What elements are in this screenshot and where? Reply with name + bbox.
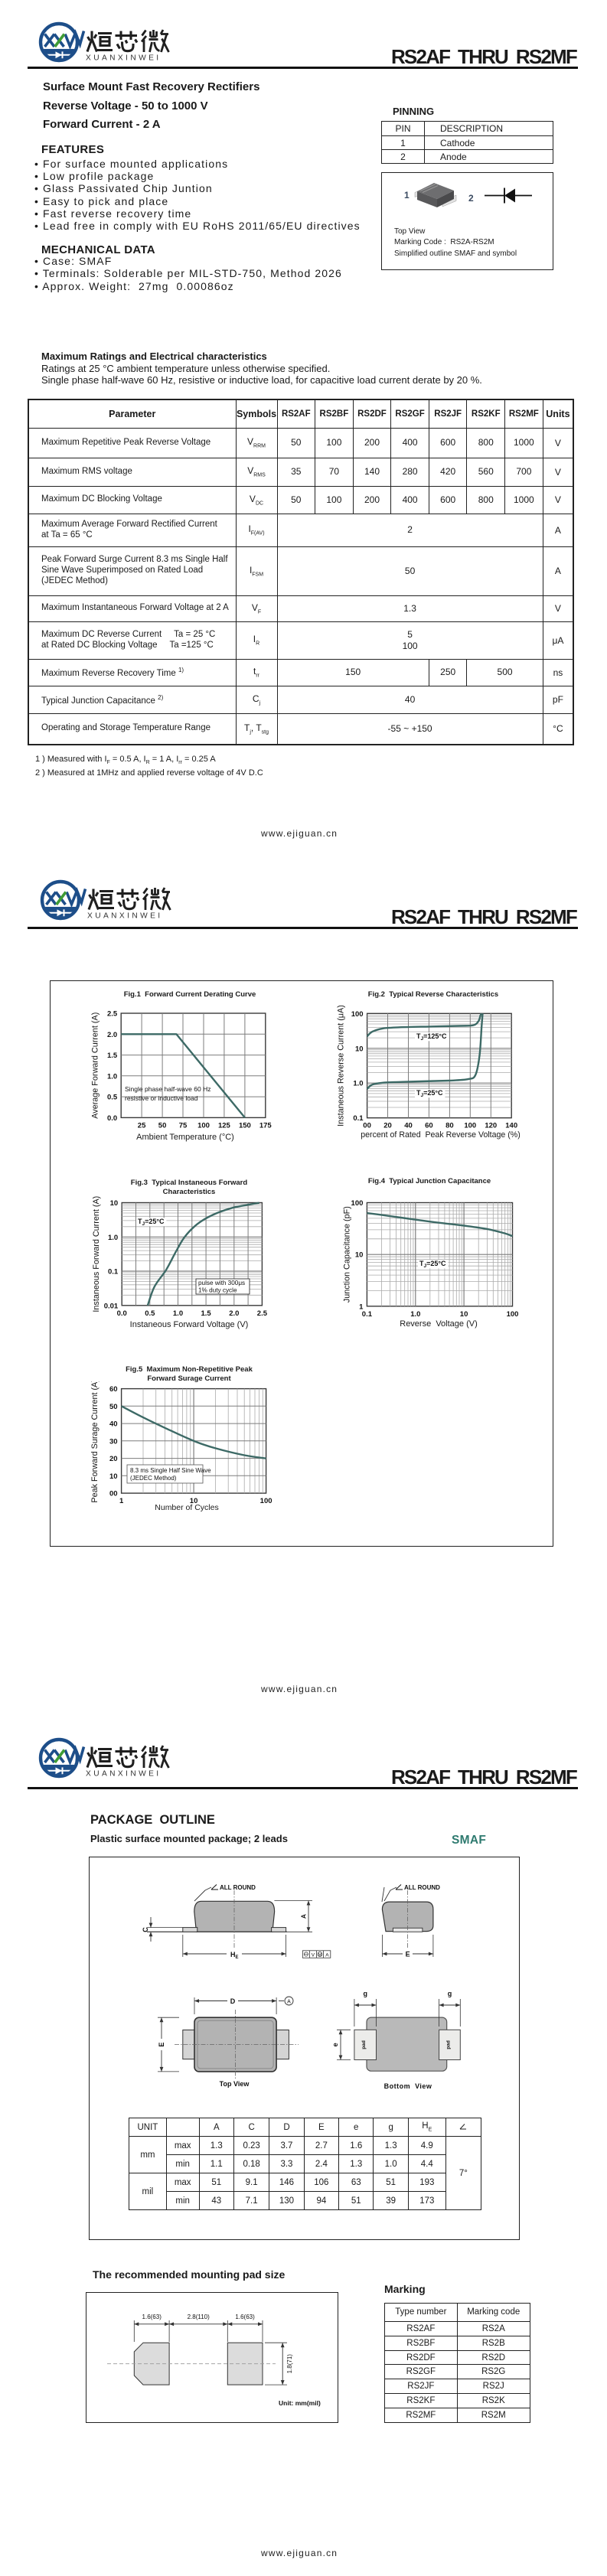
- svg-text:2.5: 2.5: [107, 1010, 118, 1019]
- svg-text:30: 30: [109, 1437, 118, 1446]
- svg-text:40: 40: [404, 1122, 413, 1130]
- svg-text:1.0: 1.0: [353, 1080, 363, 1088]
- svg-text:0.0: 0.0: [107, 1114, 117, 1123]
- svg-text:ALL ROUND: ALL ROUND: [404, 1884, 440, 1891]
- svg-text:1% duty cycle: 1% duty cycle: [198, 1287, 237, 1294]
- svg-text:100: 100: [507, 1310, 519, 1319]
- svg-text:Peak Forward Surage Current (A: Peak Forward Surage Current (A): [90, 1381, 100, 1503]
- svg-text:1.0: 1.0: [107, 1072, 117, 1081]
- svg-text:10: 10: [110, 1199, 119, 1208]
- svg-text:pad: pad: [361, 2040, 367, 2049]
- svg-text:120: 120: [485, 1122, 497, 1130]
- svg-text:Instaneous Reverse Current (μA: Instaneous Reverse Current (μA): [337, 1005, 346, 1127]
- svg-text:C: C: [142, 1927, 149, 1932]
- svg-text:60: 60: [109, 1385, 118, 1394]
- svg-text:1.5: 1.5: [107, 1052, 118, 1060]
- svg-text:10: 10: [355, 1045, 364, 1053]
- svg-text:E: E: [158, 2043, 165, 2047]
- svg-text:A: A: [300, 1914, 308, 1919]
- svg-text:150: 150: [239, 1121, 251, 1130]
- svg-text:125: 125: [218, 1121, 231, 1130]
- svg-text:Top View: Top View: [220, 2080, 250, 2088]
- svg-text:TJ=125°C: TJ=125°C: [416, 1032, 447, 1042]
- svg-text:0.01: 0.01: [104, 1302, 119, 1310]
- svg-text:XUANXINWEI: XUANXINWEI: [86, 1770, 162, 1779]
- svg-text:HE: HE: [230, 1951, 239, 1960]
- svg-text:pulse with 300μs: pulse with 300μs: [198, 1280, 245, 1286]
- svg-text:50: 50: [109, 1403, 118, 1411]
- svg-text:TJ=25°C: TJ=25°C: [416, 1089, 443, 1098]
- svg-text:2.8(110): 2.8(110): [188, 2314, 210, 2320]
- svg-text:Bottom View: Bottom View: [384, 2082, 432, 2090]
- svg-text:100: 100: [351, 1010, 364, 1019]
- svg-text:TJ=25°C: TJ=25°C: [419, 1260, 446, 1269]
- svg-text:10: 10: [355, 1251, 364, 1260]
- svg-text:20: 20: [109, 1455, 118, 1463]
- svg-text:1.5: 1.5: [201, 1309, 211, 1318]
- svg-text:Junction Capacitance (pF): Junction Capacitance (pF): [342, 1206, 351, 1303]
- svg-text:1: 1: [359, 1303, 364, 1311]
- svg-text:100: 100: [351, 1199, 364, 1208]
- svg-text:1.0: 1.0: [410, 1310, 420, 1319]
- svg-text:A: A: [325, 1952, 329, 1958]
- svg-text:0.5: 0.5: [145, 1309, 155, 1318]
- svg-text:Single phase half-wave 60 Hz: Single phase half-wave 60 Hz: [125, 1085, 210, 1093]
- svg-text:20: 20: [383, 1122, 392, 1130]
- svg-text:1.8(71): 1.8(71): [286, 2354, 293, 2374]
- svg-text:00: 00: [109, 1490, 118, 1498]
- svg-text:TJ=25°C: TJ=25°C: [138, 1218, 165, 1227]
- svg-text:pad: pad: [445, 2040, 451, 2049]
- svg-text:10: 10: [190, 1497, 198, 1505]
- svg-text:Average Forward Current (A): Average Forward Current (A): [91, 1012, 100, 1119]
- svg-text:100: 100: [260, 1497, 272, 1505]
- svg-text:2.0: 2.0: [107, 1031, 117, 1039]
- svg-text:1.0: 1.0: [173, 1309, 183, 1318]
- svg-text:1.6(63): 1.6(63): [235, 2314, 255, 2320]
- svg-text:175: 175: [259, 1121, 272, 1130]
- svg-text:(JEDEC Method): (JEDEC Method): [130, 1475, 177, 1482]
- svg-text:XUANXINWEI: XUANXINWEI: [86, 54, 162, 63]
- svg-text:0.0: 0.0: [117, 1309, 127, 1318]
- svg-text:E: E: [406, 1951, 410, 1958]
- svg-text:e: e: [331, 2043, 339, 2046]
- svg-text:1.6(63): 1.6(63): [142, 2314, 162, 2320]
- svg-text:40: 40: [109, 1420, 118, 1429]
- svg-text:A: A: [287, 2000, 291, 2005]
- svg-text:Instaneous Forward Current (A): Instaneous Forward Current (A): [92, 1196, 101, 1312]
- svg-text:100: 100: [464, 1122, 476, 1130]
- svg-text:10: 10: [460, 1310, 468, 1319]
- svg-text:2.5: 2.5: [257, 1309, 268, 1318]
- svg-text:g: g: [448, 1990, 452, 1997]
- svg-text:Unit: mm(mil): Unit: mm(mil): [279, 2399, 321, 2407]
- svg-text:100: 100: [197, 1121, 210, 1130]
- svg-text:0.1: 0.1: [362, 1310, 373, 1319]
- svg-text:8.3 ms Single Half Sine Wave: 8.3 ms Single Half Sine Wave: [130, 1467, 211, 1474]
- svg-text:2.0: 2.0: [229, 1309, 239, 1318]
- svg-text:V: V: [312, 1952, 315, 1958]
- svg-text:XUANXINWEI: XUANXINWEI: [87, 912, 163, 921]
- svg-text:140: 140: [505, 1122, 517, 1130]
- svg-text:50: 50: [158, 1121, 167, 1130]
- svg-text:1.0: 1.0: [108, 1234, 118, 1242]
- svg-text:00: 00: [363, 1122, 371, 1130]
- svg-text:resistive or inductive load: resistive or inductive load: [125, 1094, 198, 1102]
- svg-text:ALL ROUND: ALL ROUND: [220, 1884, 256, 1891]
- svg-text:75: 75: [179, 1121, 188, 1130]
- svg-text:0.1: 0.1: [108, 1268, 119, 1277]
- svg-text:M: M: [318, 1953, 322, 1958]
- svg-text:g: g: [363, 1990, 367, 1997]
- svg-text:80: 80: [445, 1122, 454, 1130]
- svg-text:0.1: 0.1: [353, 1114, 364, 1123]
- svg-text:10: 10: [109, 1472, 118, 1481]
- svg-text:D: D: [230, 1997, 236, 2005]
- svg-text:60: 60: [425, 1122, 433, 1130]
- svg-text:25: 25: [138, 1121, 146, 1130]
- svg-text:1: 1: [119, 1497, 124, 1505]
- svg-text:0.5: 0.5: [107, 1094, 118, 1102]
